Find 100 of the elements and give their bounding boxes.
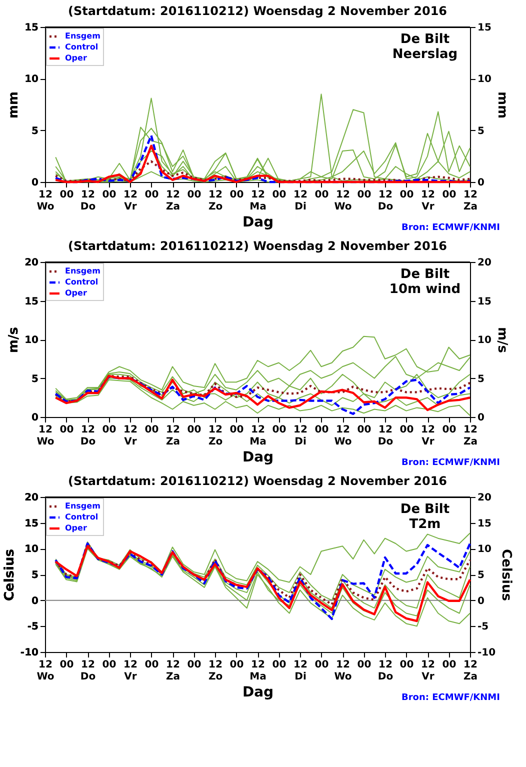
x-tick-label: 00 xyxy=(442,190,456,200)
x-tick-label: 12 Do xyxy=(80,660,96,682)
x-axis-title: Dag xyxy=(242,684,274,700)
chart-title: (Startdatum: 2016110212) Woensdag 2 November 2016 xyxy=(68,4,448,18)
x-tick-label: 12 Wo xyxy=(36,660,54,682)
x-tick-label: 00 xyxy=(314,660,329,670)
y-tick-label: 0 xyxy=(32,596,39,607)
y-tick-label: -5 xyxy=(27,622,39,633)
y2-axis-title: mm xyxy=(494,91,510,119)
x-tick-label: 00 xyxy=(314,424,329,436)
y2-axis-title: m/s xyxy=(494,326,510,354)
text: Bron: ECMWF/KNMI xyxy=(401,223,500,233)
x-tick-label: 12 Zo xyxy=(208,424,223,448)
x-tick-label: 00 xyxy=(314,190,329,200)
y2-tick-label: 10 xyxy=(478,74,492,86)
chart-title: (Startdatum: 2016110212) Woensdag 2 November 2016 xyxy=(68,239,448,253)
y2-tick-label: 0 xyxy=(478,596,484,607)
x-tick-label: 00 xyxy=(60,190,74,200)
legend-label: Control xyxy=(65,512,98,522)
x-tick-label: 12 Wo xyxy=(334,190,352,212)
x-tick-label: 00 xyxy=(357,424,372,436)
x-tick-label: 12 Vr xyxy=(124,190,138,212)
x-tick-label: 12 Za xyxy=(166,660,180,682)
x-tick-label: 00 xyxy=(230,424,244,436)
x-tick-label: 12 Wo xyxy=(36,424,54,448)
x-axis-title: Dag xyxy=(242,214,274,230)
y2-tick-label: 15 xyxy=(478,22,492,34)
x-tick-label: 12 Do xyxy=(80,190,96,212)
x-tick-label: 12 Vr xyxy=(124,660,138,682)
x-tick-label: 00 xyxy=(187,424,202,436)
y2-tick-label: 0 xyxy=(478,178,484,188)
x-tick-label: 00 xyxy=(187,190,202,200)
y-tick-label: 15 xyxy=(24,22,39,34)
y2-tick-label: 15 xyxy=(478,518,492,530)
y-tick-label: 10 xyxy=(24,544,39,556)
chart-title: (Startdatum: 2016110212) Woensdag 2 November 2016 xyxy=(68,474,448,488)
x-tick-label: 12 Vr xyxy=(124,424,138,448)
x-tick-label: 12 Vr xyxy=(421,190,435,212)
x-tick-label: 12 Wo xyxy=(334,660,352,682)
y-tick-label: 20 xyxy=(24,492,39,504)
y2-axis-title: Celsius xyxy=(498,549,514,602)
y-tick-label: 15 xyxy=(24,296,39,308)
text: Bron: ECMWF/KNMI xyxy=(401,693,500,703)
y-tick-label: 5 xyxy=(32,570,39,581)
x-tick-label: 00 xyxy=(60,660,74,670)
annotation: De Bilt 10m wind xyxy=(389,267,461,297)
y-tick-label: 5 xyxy=(32,374,39,385)
y2-tick-label: 5 xyxy=(478,374,484,385)
x-tick-label: 12 Do xyxy=(378,424,394,448)
x-tick-label: 00 xyxy=(400,424,414,436)
y-tick-label: 5 xyxy=(32,126,39,137)
x-tick-label: 00 xyxy=(102,660,116,670)
legend-label: Ensgem xyxy=(65,266,100,276)
y2-tick-label: 5 xyxy=(478,126,484,137)
x-tick-label: 12 Za xyxy=(464,424,478,448)
y-axis-title: Celsius xyxy=(2,548,18,601)
x-tick-label: 12 Di xyxy=(294,424,308,448)
legend-label: Control xyxy=(65,278,98,286)
y-tick-label: -10 xyxy=(20,648,39,658)
y-tick-label: 0 xyxy=(32,412,39,424)
x-tick-label: 00 xyxy=(187,660,202,670)
x-tick-label: 12 Za xyxy=(464,660,478,682)
x-tick-label: 00 xyxy=(357,660,372,670)
x-tick-label: 12 Di xyxy=(294,660,308,682)
text: Bron: ECMWF/KNMI xyxy=(401,458,500,468)
x-tick-label: 00 xyxy=(144,660,159,670)
x-tick-label: 00 xyxy=(357,190,372,200)
x-tick-label: 12 Wo xyxy=(36,190,54,212)
x-tick-label: 00 xyxy=(144,190,159,200)
legend-label: Ensgem xyxy=(65,502,100,510)
legend-label: Control xyxy=(65,42,98,52)
annotation: De Bilt T2m xyxy=(400,502,450,532)
legend-label: Oper xyxy=(65,54,87,62)
x-tick-label: 12 Vr xyxy=(421,424,435,448)
y-tick-label: 10 xyxy=(24,74,39,86)
y-tick-label: 10 xyxy=(24,335,39,346)
x-tick-label: 00 xyxy=(144,424,159,436)
y2-tick-label: 15 xyxy=(478,296,492,308)
x-tick-label: 12 Za xyxy=(464,190,478,212)
x-tick-label: 12 Za xyxy=(166,424,180,448)
y2-tick-label: 5 xyxy=(478,570,484,581)
x-tick-label: 00 xyxy=(400,660,414,670)
x-tick-label: 00 xyxy=(400,190,414,200)
x-tick-label: 00 xyxy=(230,660,244,670)
x-tick-label: 00 xyxy=(272,660,286,670)
y-tick-label: 0 xyxy=(32,178,39,188)
y2-tick-label: -5 xyxy=(478,622,489,633)
x-tick-label: 12 Di xyxy=(294,190,308,212)
x-tick-label: 00 xyxy=(442,660,456,670)
y-axis-title: m/s xyxy=(6,326,22,354)
y2-tick-label: 0 xyxy=(478,412,484,424)
x-tick-label: 00 xyxy=(442,424,456,436)
x-tick-label: 12 Ma xyxy=(250,660,266,682)
x-tick-label: 00 xyxy=(230,190,244,200)
x-tick-label: 00 xyxy=(272,190,286,200)
x-tick-label: 00 xyxy=(60,424,74,436)
legend-label: Oper xyxy=(65,524,87,532)
x-tick-label: 12 Do xyxy=(378,660,394,682)
x-tick-label: 12 Zo xyxy=(208,660,223,682)
x-tick-label: 12 Ma xyxy=(250,424,266,448)
